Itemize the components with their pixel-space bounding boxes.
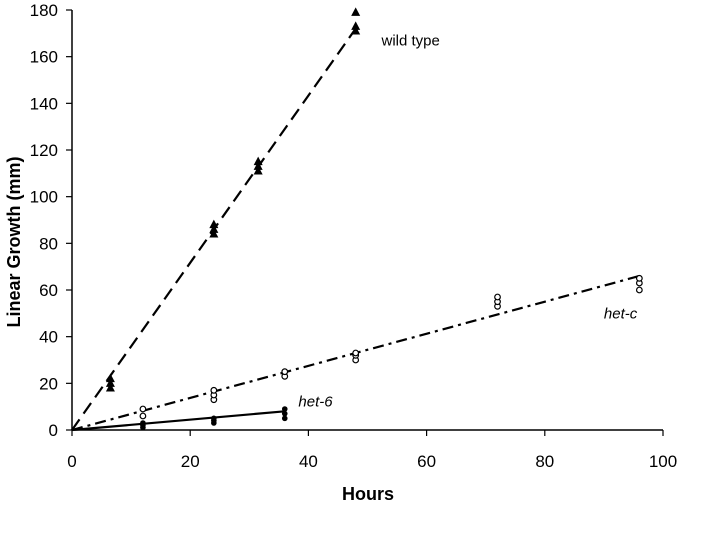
- data-point-triangle: [253, 161, 263, 170]
- fit-line-2: [71, 410, 285, 432]
- data-point-triangle: [209, 229, 219, 238]
- x-tick-label: 60: [417, 452, 436, 471]
- data-point-triangle: [253, 166, 263, 175]
- y-tick-label: 60: [39, 281, 58, 300]
- series-label-1: het-c: [604, 306, 638, 323]
- y-tick-label: 40: [39, 328, 58, 347]
- x-tick-label: 80: [535, 452, 554, 471]
- data-point-open-circle: [139, 405, 147, 413]
- data-point-open-circle: [210, 386, 218, 394]
- y-tick-label: 120: [30, 141, 58, 160]
- data-point-open-circle: [635, 286, 643, 294]
- x-tick-label: 20: [181, 452, 200, 471]
- data-point-triangle: [105, 373, 115, 383]
- data-point-triangle: [105, 383, 115, 392]
- x-tick-label: 100: [649, 452, 677, 471]
- series-label-2: het-6: [298, 394, 333, 411]
- data-point-triangle: [105, 378, 115, 387]
- x-axis-title: Hours: [342, 484, 394, 504]
- data-point-triangle: [253, 156, 263, 166]
- y-tick-label: 180: [30, 1, 58, 20]
- data-point-filled-circle: [140, 420, 146, 426]
- data-point-filled-circle: [281, 406, 288, 412]
- y-axis-title: Linear Growth (mm): [4, 156, 24, 327]
- series-labels: wild type het-c het-6: [298, 32, 637, 410]
- data-markers: [105, 7, 643, 431]
- data-point-triangle: [351, 21, 361, 30]
- y-tick-label: 140: [30, 94, 58, 113]
- data-point-triangle: [209, 219, 219, 229]
- data-point-open-circle: [352, 349, 360, 357]
- data-point-triangle: [209, 224, 219, 233]
- x-tick-label: 40: [299, 452, 318, 471]
- y-tick-label: 20: [39, 374, 58, 393]
- series-label-0: wild type: [381, 32, 440, 49]
- x-tick-label: 0: [67, 452, 76, 471]
- data-point-open-circle: [635, 274, 643, 282]
- data-point-triangle: [351, 26, 361, 35]
- data-point-triangle: [351, 7, 361, 16]
- data-point-filled-circle: [211, 415, 217, 422]
- axes: 0 20 40 60 80 100 0 20 40 60 80 100 120 140 160 180: [30, 1, 678, 471]
- data-point-filled-circle: [281, 410, 288, 417]
- data-point-open-circle: [494, 293, 501, 301]
- y-tick-label: 160: [30, 48, 58, 67]
- data-point-filled-circle: [281, 415, 288, 422]
- y-tick-label: 80: [39, 234, 58, 253]
- y-tick-label: 100: [30, 188, 58, 207]
- data-point-open-circle: [281, 368, 289, 376]
- y-tick-label: 0: [49, 421, 58, 440]
- fit-lines: [71, 28, 640, 432]
- data-point-open-circle: [139, 412, 147, 420]
